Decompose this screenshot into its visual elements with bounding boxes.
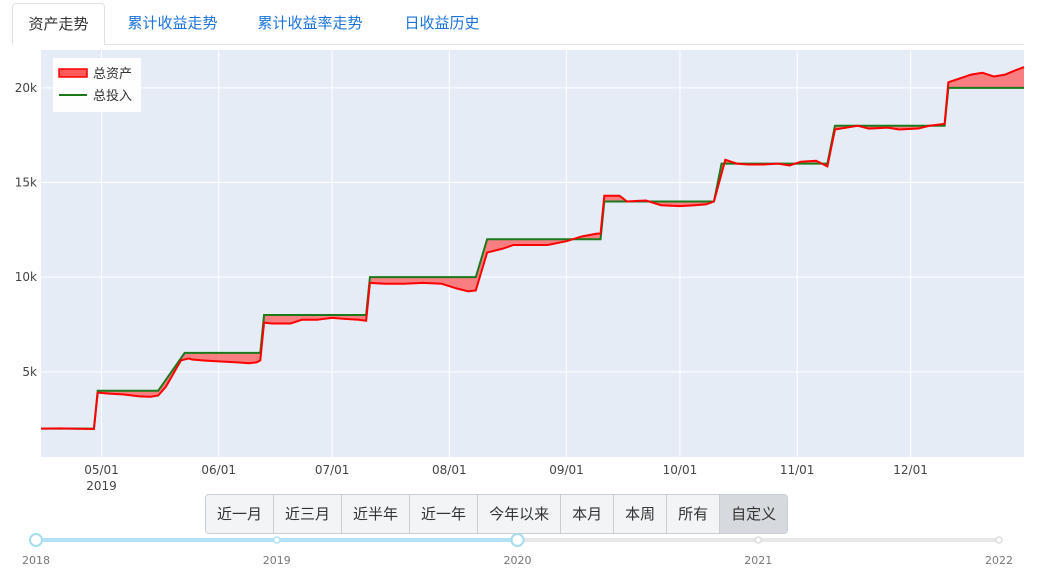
asset-gap-fill [41,67,1024,429]
x-tick-label: 08/01 [432,463,467,477]
slider-label: 2022 [985,554,1013,567]
y-tick-label: 15k [15,176,37,190]
tab-asset-trend[interactable]: 资产走势 [12,3,105,45]
tab-daily-return-history[interactable]: 日收益历史 [404,14,480,32]
range-ytd-button[interactable]: 今年以来 [478,495,562,533]
slider-mark [995,536,1003,544]
range-1m-button[interactable]: 近一月 [206,495,275,533]
asset-chart: 5k 10k 15k 20k 05/01 06/01 07/01 08/01 09/01 10/0… [15,50,1025,493]
legend-box [53,58,141,112]
slider-label: 2020 [504,554,532,567]
range-1y-button[interactable]: 近一年 [410,495,479,533]
legend-label-total-investment: 总投入 [93,88,132,104]
range-custom-button[interactable]: 自定义 [720,495,788,533]
date-range-slider[interactable]: 2018 2019 2020 2021 2022 [0,528,1046,578]
slider-end-handle[interactable] [510,533,525,547]
range-all-button[interactable]: 所有 [667,495,721,533]
legend-label-total-assets: 总资产 [93,67,132,82]
slider-mark [754,536,762,544]
slider-label: 2018 [22,554,50,567]
x-tick-label: 06/01 [201,463,236,477]
y-tick-label: 20k [15,81,37,95]
range-6m-button[interactable]: 近半年 [342,495,411,533]
range-3m-button[interactable]: 近三月 [274,495,343,533]
series-line-total-assets [40,66,1025,430]
x-tick-label: 09/01 [549,463,584,477]
x-year-label: 2019 [86,479,117,493]
tab-bar: 资产走势 累计收益走势 累计收益率走势 日收益历史 [12,0,1024,45]
slider-start-handle[interactable] [29,533,43,547]
y-tick-label: 5k [22,365,37,379]
x-tick-label: 07/01 [315,463,350,477]
x-tick-label: 12/01 [893,463,928,477]
x-tick-label: 11/01 [780,463,815,477]
tab-cumulative-return[interactable]: 累计收益走势 [127,14,218,32]
range-this-month-button[interactable]: 本月 [561,495,615,533]
x-tick-label: 10/01 [663,463,698,477]
tab-cumulative-return-rate[interactable]: 累计收益率走势 [257,14,363,32]
slider-label: 2019 [263,554,291,567]
slider-label: 2021 [744,554,772,567]
x-tick-label: 05/01 [84,463,119,477]
y-tick-label: 10k [15,270,37,284]
slider-mark [273,536,281,544]
range-this-week-button[interactable]: 本周 [614,495,668,533]
plot-background [41,50,1024,457]
legend-swatch-total-assets [58,68,88,78]
range-button-group: 近一月 近三月 近半年 近一年 今年以来 本月 本周 所有 自定义 [205,494,789,534]
